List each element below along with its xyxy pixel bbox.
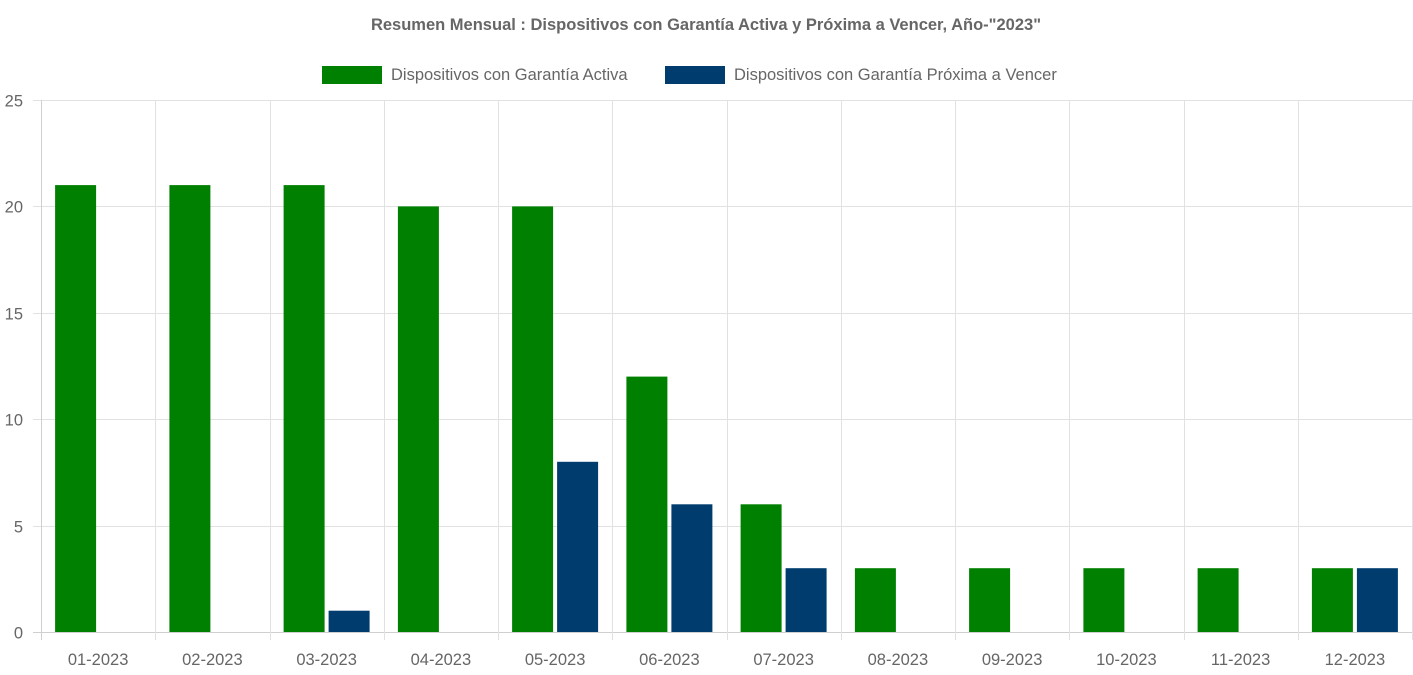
bar-active-warranty[interactable] xyxy=(1197,568,1239,632)
y-tick-label: 15 xyxy=(5,306,23,324)
x-tick-label: 09-2023 xyxy=(982,651,1043,669)
x-tick-label: 05-2023 xyxy=(525,651,586,669)
x-tick-label: 02-2023 xyxy=(182,651,243,669)
bar-expiring-warranty[interactable] xyxy=(671,504,713,632)
legend-label-active-warranty[interactable]: Dispositivos con Garantía Activa xyxy=(391,66,628,84)
y-tick-label: 0 xyxy=(14,625,23,643)
bar-expiring-warranty[interactable] xyxy=(785,568,827,632)
bar-active-warranty[interactable] xyxy=(1083,568,1125,632)
bar-active-warranty[interactable] xyxy=(854,568,896,632)
bars xyxy=(55,185,1398,632)
bar-active-warranty[interactable] xyxy=(969,568,1011,632)
bar-active-warranty[interactable] xyxy=(283,185,325,632)
x-tick-label: 12-2023 xyxy=(1325,651,1386,669)
legend-swatch-active-warranty[interactable] xyxy=(322,66,382,84)
legend-swatch-expiring-warranty[interactable] xyxy=(665,66,725,84)
y-tick-label: 25 xyxy=(5,93,23,111)
legend: Dispositivos con Garantía Activa Disposi… xyxy=(322,66,1057,84)
x-tick-label: 10-2023 xyxy=(1096,651,1157,669)
bar-active-warranty[interactable] xyxy=(397,206,439,632)
bar-active-warranty[interactable] xyxy=(55,185,97,632)
y-tick-label: 20 xyxy=(5,199,23,217)
axes: 0 5 10 15 20 25 01-2023 02-2023 03-2023 04-2023 05… xyxy=(5,93,1386,670)
x-tick-label: 08-2023 xyxy=(868,651,929,669)
y-tick-label: 10 xyxy=(5,412,23,430)
x-tick-label: 07-2023 xyxy=(753,651,814,669)
y-tick-label: 5 xyxy=(14,519,23,537)
x-tick-label: 01-2023 xyxy=(68,651,129,669)
bar-expiring-warranty[interactable] xyxy=(328,610,370,632)
chart-title: Resumen Mensual : Dispositivos con Garan… xyxy=(371,16,1041,34)
legend-label-expiring-warranty[interactable]: Dispositivos con Garantía Próxima a Venc… xyxy=(734,66,1057,84)
bar-active-warranty[interactable] xyxy=(626,376,668,632)
grid xyxy=(33,100,1413,640)
bar-active-warranty[interactable] xyxy=(1311,568,1353,632)
x-tick-label: 04-2023 xyxy=(411,651,472,669)
bar-expiring-warranty[interactable] xyxy=(557,461,599,632)
bar-expiring-warranty[interactable] xyxy=(1356,568,1398,632)
bar-active-warranty[interactable] xyxy=(169,185,211,632)
x-tick-label: 11-2023 xyxy=(1211,651,1270,669)
x-tick-label: 03-2023 xyxy=(296,651,357,669)
bar-active-warranty[interactable] xyxy=(740,504,782,632)
x-tick-label: 06-2023 xyxy=(639,651,700,669)
bar-active-warranty[interactable] xyxy=(512,206,554,632)
